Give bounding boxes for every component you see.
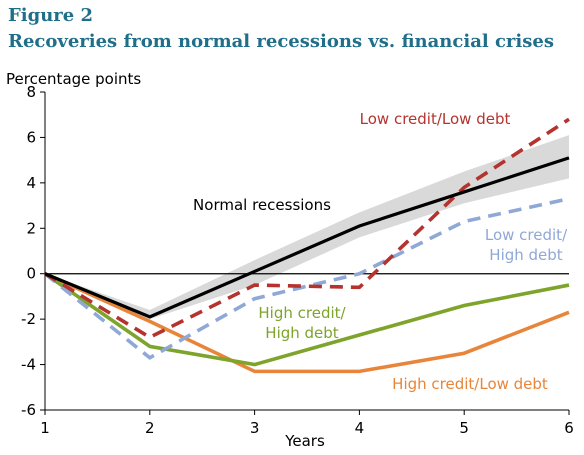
series-line-low-credit-low-debt xyxy=(44,117,570,340)
series-label-low-credit-high-debt: Low credit/High debt xyxy=(485,226,568,264)
series-line-normal-recessions xyxy=(44,156,570,319)
x-axis-label: Years xyxy=(284,432,325,450)
x-tick-label: 4 xyxy=(355,419,365,437)
x-tick-label: 2 xyxy=(145,419,155,437)
y-tick-label: 4 xyxy=(26,174,36,192)
x-tick-label: 3 xyxy=(250,419,260,437)
y-tick-label: -2 xyxy=(21,310,36,328)
series-label-high-credit-low-debt: High credit/Low debt xyxy=(392,375,548,393)
y-tick-label: 2 xyxy=(26,219,36,237)
series-line-high-credit-low-debt xyxy=(44,272,570,374)
series-label-low-credit-low-debt: Low credit/Low debt xyxy=(360,110,511,128)
series-label-normal-recessions: Normal recessions xyxy=(193,196,331,214)
figure-title: Recoveries from normal recessions vs. fi… xyxy=(8,31,554,52)
y-tick-label: -6 xyxy=(21,401,36,419)
figure-number: Figure 2 xyxy=(8,5,94,26)
y-tick-label: 6 xyxy=(26,128,36,146)
x-tick-label: 5 xyxy=(459,419,469,437)
y-tick-label: 0 xyxy=(26,265,36,283)
x-tick-label: 1 xyxy=(40,419,50,437)
x-tick-label: 6 xyxy=(564,419,574,437)
series-line-low-credit-high-debt xyxy=(43,196,570,360)
y-tick-label: -4 xyxy=(21,356,36,374)
series-label-high-credit-high-debt: High credit/High debt xyxy=(258,304,346,342)
series-line-high-credit-high-debt xyxy=(43,272,570,367)
y-tick-label: 8 xyxy=(26,83,36,101)
y-axis-label: Percentage points xyxy=(6,70,141,88)
